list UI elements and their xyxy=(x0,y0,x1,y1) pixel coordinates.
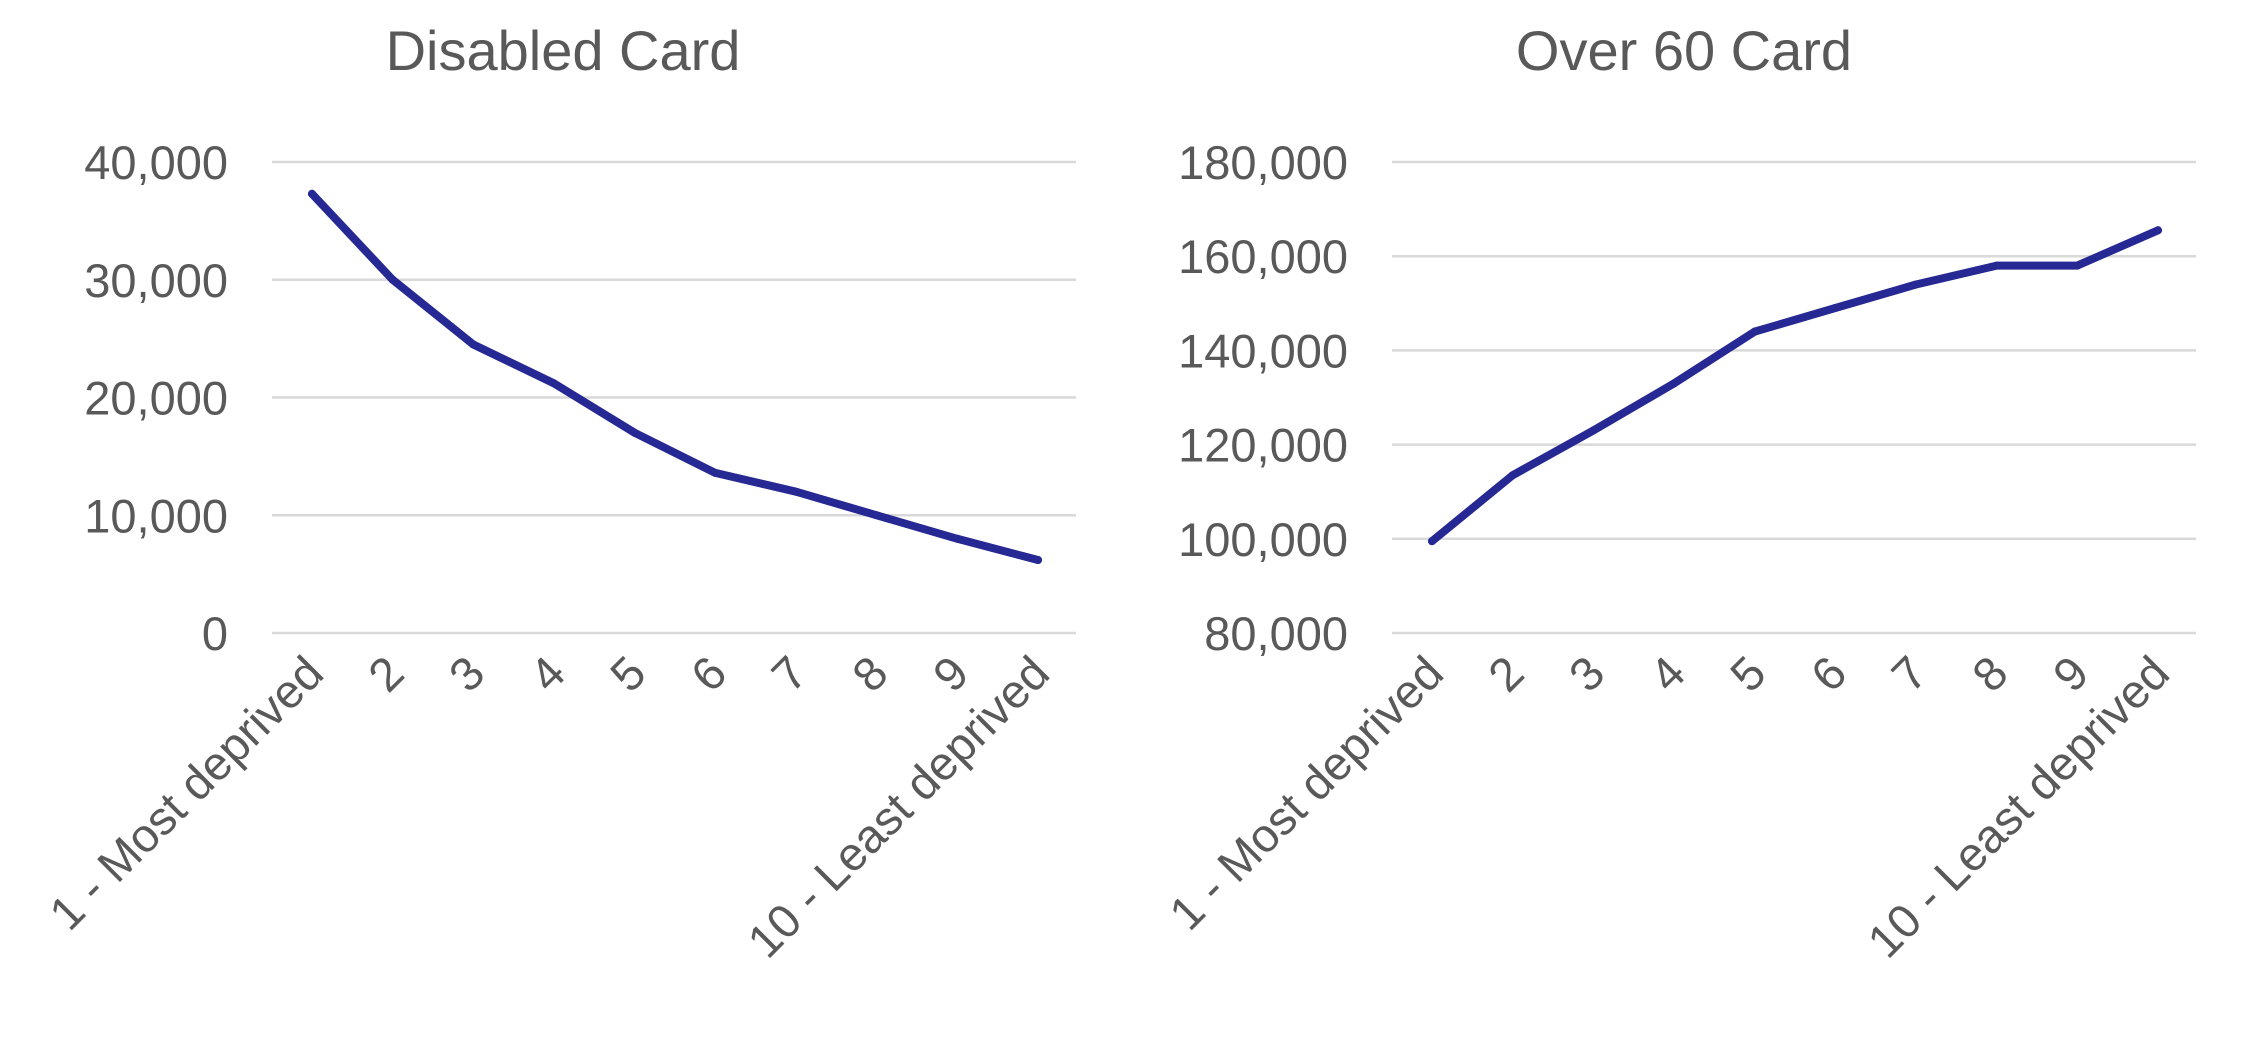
data-point xyxy=(953,534,962,543)
x-tick-label: 7 xyxy=(1881,646,1937,702)
series-line xyxy=(1428,226,2162,546)
x-tick-label: 2 xyxy=(358,646,414,702)
data-point xyxy=(2154,226,2162,235)
x-tick-label: 1 - Most deprived xyxy=(39,646,333,940)
x-tick-label: 3 xyxy=(1558,646,1614,702)
y-tick-label: 0 xyxy=(202,607,228,660)
x-tick-label: 9 xyxy=(922,646,978,702)
x-tick-label: 2 xyxy=(1478,646,1534,702)
x-tick-label: 7 xyxy=(761,646,817,702)
data-point xyxy=(1428,537,1436,546)
y-tick-label: 80,000 xyxy=(1204,607,1348,660)
x-tick-label: 10 - Least deprived xyxy=(737,646,1059,968)
data-point xyxy=(1589,426,1598,435)
data-point xyxy=(711,468,720,477)
x-tick-label: 6 xyxy=(1800,646,1856,702)
chart-title: Over 60 Card xyxy=(1516,19,1852,82)
y-tick-label: 120,000 xyxy=(1178,419,1348,472)
data-point xyxy=(308,189,316,198)
x-tick-label: 3 xyxy=(438,646,494,702)
x-tick-label: 8 xyxy=(842,646,898,702)
x-tick-label: 5 xyxy=(1720,646,1776,702)
data-point xyxy=(550,379,558,388)
x-tick-label: 9 xyxy=(2042,646,2098,702)
data-point xyxy=(630,428,639,437)
y-tick-label: 140,000 xyxy=(1178,324,1348,377)
data-point xyxy=(2073,261,2082,270)
data-point xyxy=(792,487,800,496)
y-tick-label: 180,000 xyxy=(1178,136,1348,189)
x-tick-label: 4 xyxy=(519,646,575,702)
data-point xyxy=(1750,327,1759,336)
data-point xyxy=(1508,471,1517,480)
x-tick-label: 1 - Most deprived xyxy=(1159,646,1453,940)
x-tick-label: 5 xyxy=(600,646,656,702)
y-tick-label: 20,000 xyxy=(84,372,228,425)
y-tick-label: 160,000 xyxy=(1178,230,1348,283)
x-tick-label: 10 - Least deprived xyxy=(1857,646,2179,968)
data-point xyxy=(388,275,397,284)
data-point xyxy=(872,511,881,520)
data-point xyxy=(1912,280,1920,289)
y-tick-label: 40,000 xyxy=(84,136,228,189)
x-tick-label: 4 xyxy=(1639,646,1695,702)
chart-title: Disabled Card xyxy=(386,19,741,82)
data-point xyxy=(469,340,478,349)
data-point xyxy=(1034,555,1042,564)
data-point xyxy=(1831,304,1840,313)
data-point xyxy=(1670,379,1678,388)
series-line xyxy=(308,189,1042,564)
y-tick-label: 10,000 xyxy=(84,489,228,542)
x-tick-label: 8 xyxy=(1962,646,2018,702)
y-tick-label: 30,000 xyxy=(84,254,228,307)
y-tick-label: 100,000 xyxy=(1178,513,1348,566)
data-point xyxy=(1992,261,2001,270)
x-tick-label: 6 xyxy=(680,646,736,702)
